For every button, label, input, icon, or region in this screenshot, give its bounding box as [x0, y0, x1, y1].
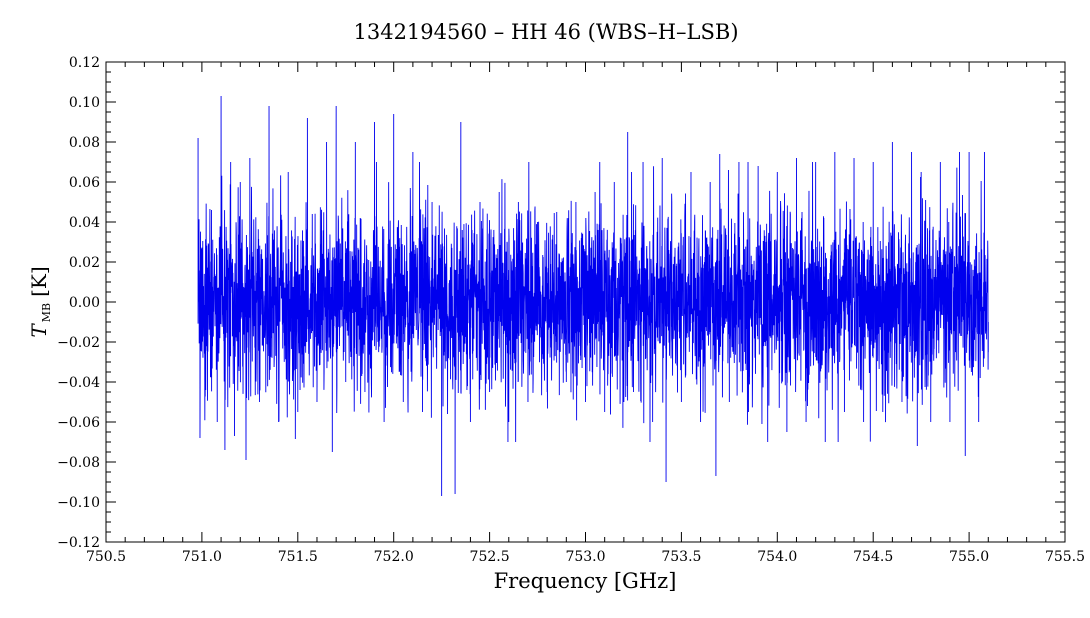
y-tick-label: 0.02: [69, 255, 100, 271]
y-tick-label: 0.08: [69, 135, 100, 151]
x-tick-label: 751.0: [182, 549, 222, 565]
y-tick-label: 0.10: [69, 95, 100, 111]
y-tick-label: 0.04: [69, 215, 100, 231]
x-tick-label: 754.0: [757, 549, 797, 565]
y-tick-label: 0.00: [69, 295, 100, 311]
y-axis-label: TMB [K]: [27, 266, 53, 337]
y-tick-label: −0.10: [57, 495, 100, 511]
y-axis-label-symbol: T: [27, 323, 51, 338]
x-tick-label: 753.0: [565, 549, 605, 565]
x-tick-label: 753.5: [661, 549, 701, 565]
x-tick-label: 751.5: [278, 549, 318, 565]
x-tick-label: 755.5: [1045, 549, 1085, 565]
x-axis: 750.5 751.0 751.5 752.0 752.5 753.0 753.5 754.0…: [86, 62, 1085, 565]
y-tick-label: 0.12: [69, 55, 100, 71]
svg-text:TMB[K]: TMB [K]: [27, 266, 53, 337]
y-axis-label-unit: [K]: [27, 266, 51, 297]
y-axis-label-subscript: MB: [40, 303, 53, 322]
y-tick-label: 0.06: [69, 175, 100, 191]
x-axis-label: Frequency [GHz]: [494, 569, 677, 593]
y-tick-label: −0.08: [57, 455, 100, 471]
x-tick-label: 750.5: [86, 549, 126, 565]
spectrum-trace: [197, 95, 989, 497]
y-tick-label: −0.04: [57, 375, 100, 391]
y-tick-label: −0.12: [57, 535, 100, 551]
y-tick-label: −0.02: [57, 335, 100, 351]
spectrum-line: [197, 95, 989, 497]
x-tick-label: 754.5: [853, 549, 893, 565]
x-tick-label: 752.5: [470, 549, 510, 565]
chart-title: 1342194560 – HH 46 (WBS–H–LSB): [353, 20, 738, 44]
x-tick-label: 752.0: [374, 549, 414, 565]
y-tick-label: −0.06: [57, 415, 100, 431]
y-axis: −0.12 −0.10 −0.08 −0.06 −0.04 −0.02 0.00 0.02 0.…: [57, 55, 1065, 551]
x-tick-label: 755.0: [949, 549, 989, 565]
